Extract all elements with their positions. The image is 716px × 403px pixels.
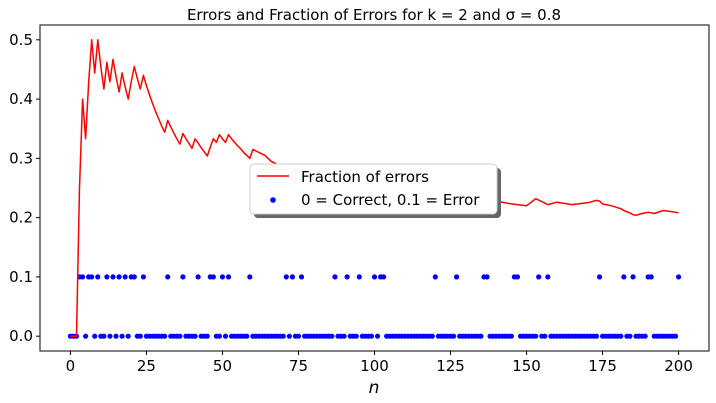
plot-area bbox=[39, 24, 710, 352]
correct-point bbox=[374, 333, 381, 339]
error-dots-layer bbox=[67, 274, 682, 339]
chart-title: Errors and Fraction of Errors for k = 2 … bbox=[187, 6, 561, 24]
error-point bbox=[131, 274, 137, 280]
error-point bbox=[536, 274, 542, 280]
correct-point bbox=[204, 333, 210, 339]
correct-point bbox=[280, 333, 286, 339]
legend-dot-swatch bbox=[270, 197, 276, 203]
legend-box bbox=[249, 163, 498, 215]
legend: Fraction of errors 0 = Correct, 0.1 = Er… bbox=[249, 163, 501, 218]
error-point bbox=[630, 274, 636, 280]
correct-point bbox=[216, 333, 223, 339]
correct-point bbox=[119, 333, 125, 339]
legend-label-errors: 0 = Correct, 0.1 = Error bbox=[301, 191, 480, 209]
error-point bbox=[454, 274, 460, 280]
error-point bbox=[344, 274, 350, 280]
correct-point bbox=[113, 333, 119, 339]
error-point bbox=[95, 274, 101, 280]
error-point bbox=[79, 274, 86, 280]
y-axis: 0.0 0.1 0.2 0.3 0.4 0.5 bbox=[9, 31, 40, 345]
error-point bbox=[89, 274, 95, 280]
x-tick-label: 175 bbox=[588, 357, 617, 375]
x-axis: 0 25 50 75 100 125 150 175 200 bbox=[66, 351, 693, 375]
error-point bbox=[165, 274, 171, 280]
legend-label-fraction: Fraction of errors bbox=[301, 168, 429, 186]
error-point bbox=[180, 274, 186, 280]
error-point bbox=[219, 274, 226, 280]
error-point bbox=[225, 274, 232, 280]
y-tick-label: 0.1 bbox=[9, 268, 33, 286]
error-point bbox=[356, 274, 362, 280]
correct-point bbox=[286, 333, 292, 339]
x-tick-label: 100 bbox=[360, 357, 389, 375]
correct-point bbox=[593, 333, 600, 339]
error-point bbox=[116, 274, 122, 280]
error-point bbox=[621, 274, 627, 280]
correct-point bbox=[618, 333, 624, 339]
correct-point bbox=[642, 333, 648, 339]
correct-point bbox=[542, 333, 548, 339]
correct-point bbox=[244, 333, 250, 339]
y-tick-label: 0.0 bbox=[9, 327, 33, 345]
error-point bbox=[110, 274, 116, 280]
y-tick-label: 0.3 bbox=[9, 149, 33, 167]
correct-point bbox=[341, 333, 347, 339]
error-point bbox=[545, 274, 551, 280]
x-tick-label: 150 bbox=[512, 357, 541, 375]
y-tick-label: 0.5 bbox=[9, 31, 33, 49]
correct-point bbox=[429, 333, 435, 339]
correct-point bbox=[125, 333, 131, 339]
correct-point bbox=[162, 333, 168, 339]
correct-point bbox=[627, 333, 633, 339]
error-point bbox=[122, 274, 128, 280]
correct-point bbox=[83, 333, 89, 339]
correct-point bbox=[672, 333, 679, 339]
error-point bbox=[381, 274, 387, 280]
error-point bbox=[289, 274, 295, 280]
correct-point bbox=[353, 333, 359, 339]
error-point bbox=[298, 274, 305, 280]
x-tick-label: 50 bbox=[213, 357, 232, 375]
correct-point bbox=[107, 333, 113, 339]
error-point bbox=[514, 274, 521, 280]
error-point bbox=[432, 274, 438, 280]
correct-point bbox=[92, 333, 98, 339]
x-axis-label: n bbox=[369, 378, 380, 398]
y-tick-label: 0.4 bbox=[9, 90, 33, 108]
correct-point bbox=[295, 333, 302, 339]
x-tick-label: 200 bbox=[664, 357, 693, 375]
correct-point bbox=[329, 333, 335, 339]
error-point bbox=[675, 274, 682, 280]
correct-point bbox=[101, 333, 107, 339]
x-tick-label: 75 bbox=[289, 357, 308, 375]
correct-point bbox=[533, 333, 539, 339]
error-point bbox=[648, 274, 654, 280]
error-point bbox=[596, 274, 603, 280]
correct-point bbox=[192, 333, 198, 339]
y-tick-label: 0.2 bbox=[9, 209, 33, 227]
correct-point bbox=[368, 333, 375, 339]
error-point bbox=[210, 274, 216, 280]
error-point bbox=[283, 274, 289, 280]
error-point bbox=[140, 274, 146, 280]
x-tick-label: 25 bbox=[137, 357, 156, 375]
x-tick-label: 0 bbox=[66, 357, 76, 375]
correct-point bbox=[508, 333, 514, 339]
fraction-of-errors-line bbox=[70, 39, 679, 337]
error-point bbox=[247, 274, 253, 280]
error-point bbox=[195, 274, 201, 280]
error-point bbox=[371, 274, 378, 280]
correct-point bbox=[450, 333, 457, 339]
correct-point bbox=[478, 333, 484, 339]
correct-point bbox=[137, 333, 143, 339]
correct-point bbox=[222, 333, 229, 339]
error-point bbox=[484, 274, 490, 280]
error-point bbox=[332, 274, 338, 280]
correct-point bbox=[177, 333, 183, 339]
error-point bbox=[104, 274, 110, 280]
x-tick-label: 125 bbox=[436, 357, 465, 375]
